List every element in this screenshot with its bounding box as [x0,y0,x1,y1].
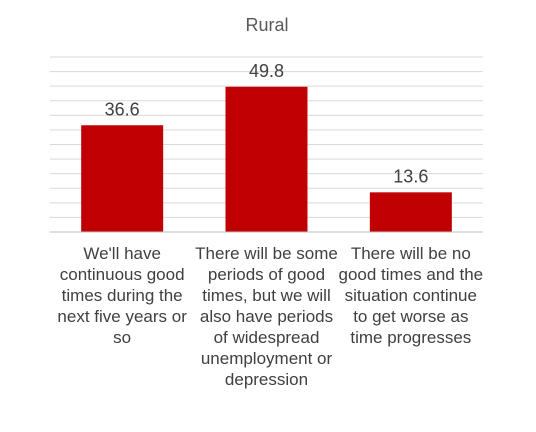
data-label: 49.8 [249,61,284,81]
category-label: There will be some periods of good times… [195,244,338,389]
data-label: 36.6 [105,99,140,119]
bar [369,192,452,232]
data-label: 13.6 [393,166,428,186]
bar [225,86,308,232]
bars [81,86,452,232]
data-labels: 36.6 49.8 13.6 [105,61,429,187]
bar [81,125,164,232]
category-label: We'll have continuous good times during … [57,244,187,347]
category-label: There will be no good times and the situ… [338,244,484,347]
chart-title: Rural [245,15,288,35]
